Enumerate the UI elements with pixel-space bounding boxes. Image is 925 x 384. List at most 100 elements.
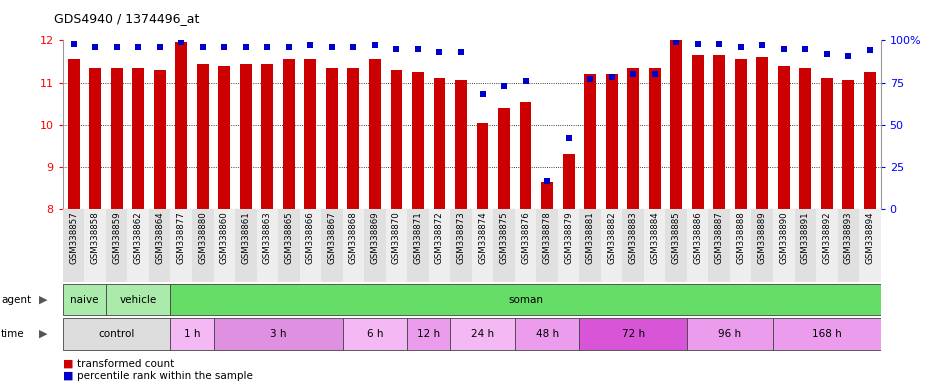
Text: GSM338872: GSM338872 [435,212,444,264]
Text: GSM338871: GSM338871 [413,212,423,264]
Point [841,53,856,59]
Text: GSM338862: GSM338862 [134,212,142,264]
Text: GSM338864: GSM338864 [155,212,165,264]
Bar [197,64,209,209]
Text: 6 h: 6 h [366,329,383,339]
Bar [256,209,278,282]
Text: GSM338891: GSM338891 [801,212,809,264]
Text: 72 h: 72 h [622,329,645,339]
Text: GSM338881: GSM338881 [586,212,595,264]
Bar [218,66,230,209]
Point [109,44,124,50]
Text: GSM338880: GSM338880 [198,212,207,264]
FancyBboxPatch shape [63,318,170,350]
Bar [283,59,295,209]
Bar [541,182,553,209]
Text: GSM338859: GSM338859 [112,212,121,264]
Bar [751,209,773,282]
Text: GSM338860: GSM338860 [220,212,228,264]
Bar [128,209,149,282]
Bar [773,209,795,282]
Text: GSM338874: GSM338874 [478,212,487,264]
Text: GSM338882: GSM338882 [607,212,616,264]
Bar [214,209,235,282]
Bar [562,154,574,209]
Text: 24 h: 24 h [471,329,494,339]
Bar [407,209,428,282]
Point [325,44,339,50]
Text: GSM338893: GSM338893 [844,212,853,264]
Point [669,39,684,45]
FancyBboxPatch shape [515,318,579,350]
Point [239,44,253,50]
Text: GSM338888: GSM338888 [736,212,746,264]
Text: GSM338867: GSM338867 [327,212,337,264]
Bar [170,209,192,282]
FancyBboxPatch shape [63,284,106,315]
Bar [799,68,811,209]
FancyBboxPatch shape [214,318,342,350]
Text: 168 h: 168 h [812,329,842,339]
Point [281,44,296,50]
Bar [262,64,273,209]
Bar [859,209,881,282]
Point [755,42,770,48]
Text: GSM338890: GSM338890 [779,212,788,264]
Point [216,44,231,50]
Text: GSM338884: GSM338884 [650,212,660,264]
Text: GSM338870: GSM338870 [392,212,401,264]
Text: GSM338857: GSM338857 [69,212,78,264]
Text: GSM338861: GSM338861 [241,212,251,264]
Text: GSM338875: GSM338875 [500,212,509,264]
FancyBboxPatch shape [773,318,881,350]
Bar [390,70,402,209]
FancyBboxPatch shape [579,318,687,350]
Bar [89,68,101,209]
Bar [412,72,424,209]
Point [303,42,318,48]
Bar [342,209,364,282]
Bar [326,68,338,209]
Bar [623,209,644,282]
Text: 3 h: 3 h [270,329,287,339]
Text: GSM338885: GSM338885 [672,212,681,264]
Bar [450,209,472,282]
Text: naive: naive [70,295,99,305]
Text: GSM338879: GSM338879 [564,212,574,264]
Point [130,44,145,50]
Text: time: time [1,329,25,339]
Point [518,78,533,84]
Text: GDS4940 / 1374496_at: GDS4940 / 1374496_at [54,12,199,25]
Point [625,71,640,77]
Text: GSM338886: GSM338886 [693,212,702,264]
Bar [476,123,488,209]
Text: 48 h: 48 h [536,329,559,339]
Bar [154,70,166,209]
Text: transformed count: transformed count [77,359,174,369]
Bar [348,68,359,209]
Text: GSM338876: GSM338876 [521,212,530,264]
Bar [192,209,214,282]
Bar [692,55,704,209]
Text: GSM338883: GSM338883 [629,212,637,264]
FancyBboxPatch shape [170,318,214,350]
Text: soman: soman [508,295,543,305]
Point [67,41,81,47]
Text: 12 h: 12 h [417,329,440,339]
Bar [644,209,665,282]
Bar [713,55,725,209]
Bar [558,209,579,282]
Point [389,46,404,52]
Point [712,41,727,47]
Point [475,91,490,98]
Bar [68,59,80,209]
Bar [585,74,596,209]
Point [367,42,382,48]
Bar [304,59,316,209]
Bar [795,209,816,282]
Bar [493,209,515,282]
Point [497,83,512,89]
Bar [627,68,639,209]
Bar [428,209,450,282]
Bar [300,209,321,282]
